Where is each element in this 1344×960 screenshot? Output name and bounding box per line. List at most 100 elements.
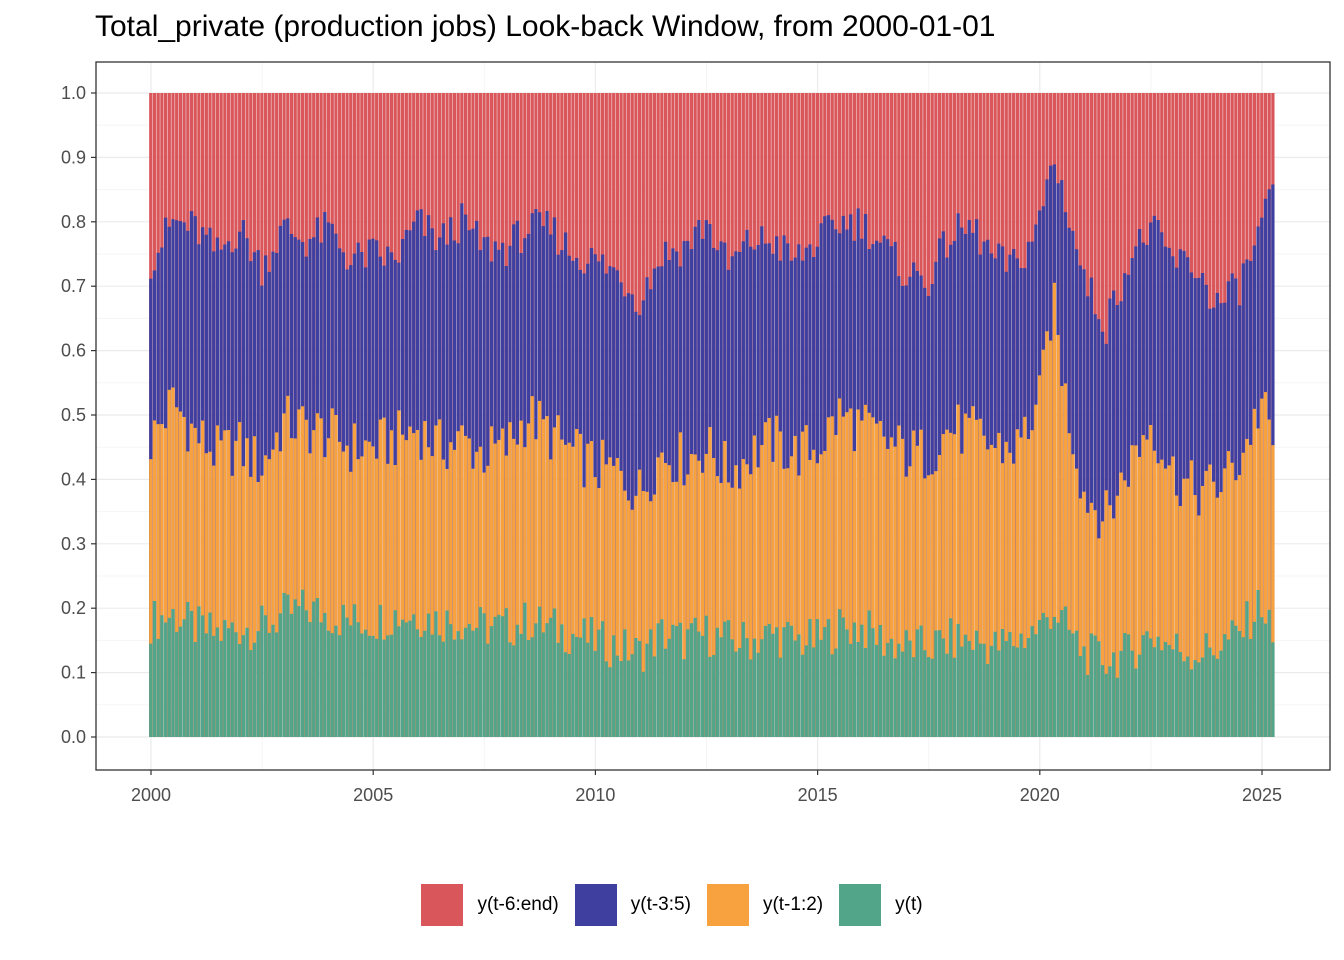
bar-y(t) [993,631,997,737]
bar-y(t-1:2) [249,476,253,737]
bar-y(t-1:2) [693,454,697,737]
bar-y(t-1:2) [341,451,345,737]
bar-y(t-1:2) [226,430,231,737]
bar-y(t) [1015,647,1019,737]
bar-y(t-1:2) [163,428,168,737]
bar-y(t-1:2) [1234,480,1238,737]
bar-y(t-1:2) [515,444,520,737]
bar-y(t) [1141,635,1145,737]
x-tick-label: 2025 [1242,785,1282,805]
bar-y(t-1:2) [367,441,371,737]
bar-y(t) [545,623,549,737]
bar-y(t-1:2) [497,439,501,737]
bar-y(t) [800,654,805,737]
bar-y(t-1:2) [275,432,279,737]
bar-y(t-1:2) [949,432,953,737]
bar-y(t-1:2) [267,459,271,737]
bar-y(t) [197,606,201,737]
bar-y(t-1:2) [334,414,338,737]
bar-y(t-1:2) [812,449,816,737]
bar-y(t-1:2) [223,430,227,737]
bar-y(t-1:2) [1041,349,1045,737]
bar-y(t) [304,610,308,737]
bar-y(t) [412,614,416,737]
bar-y(t) [167,617,171,737]
bar-y(t-1:2) [500,428,505,737]
bar-y(t) [1197,662,1201,737]
bar-y(t) [1212,655,1216,737]
bar-y(t) [1171,649,1175,737]
bar-y(t-1:2) [886,448,890,737]
bar-y(t-1:2) [449,442,453,737]
bar-y(t) [1119,650,1123,737]
bar-y(t-1:2) [919,429,923,737]
bar-y(t) [389,634,394,737]
bar-y(t-1:2) [904,476,908,737]
bar-y(t-1:2) [712,458,716,737]
bar-y(t-1:2) [1026,439,1031,737]
bar-y(t-1:2) [460,425,464,737]
bar-y(t-1:2) [363,440,368,737]
legend-label: y(t-3:5) [630,894,691,915]
bar-y(t-1:2) [926,475,931,737]
bar-y(t) [760,639,764,737]
bar-y(t) [582,618,586,737]
bar-y(t) [675,626,679,737]
bar-y(t-1:2) [619,470,623,737]
bar-y(t) [1137,654,1142,737]
bar-y(t-1:2) [486,465,490,737]
bar-y(t) [1256,590,1260,737]
bar-y(t) [160,615,164,737]
bar-y(t) [812,647,816,737]
bar-y(t) [408,620,412,737]
bar-y(t-3:5) [1178,249,1182,737]
bar-y(t) [486,643,490,737]
bar-y(t-1:2) [304,419,308,737]
bar-y(t-1:2) [493,443,497,737]
bar-y(t-1:2) [1237,475,1242,737]
bar-y(t-1:2) [278,451,283,737]
bar-y(t) [600,621,605,737]
bar-y(t) [363,629,368,737]
bar-y(t) [808,619,812,737]
bar-y(t) [797,634,801,737]
bar-y(t-1:2) [1171,456,1175,737]
bar-y(t-1:2) [715,476,720,737]
bar-y(t) [482,613,486,737]
bar-y(t) [330,633,334,737]
bar-y(t) [1100,665,1105,737]
bar-y(t) [1082,646,1086,737]
bar-y(t-1:2) [837,398,842,737]
bar-y(t-1:2) [945,429,949,737]
bar-y(t-1:2) [538,400,542,737]
bar-y(t-1:2) [1267,419,1271,737]
bar-y(t) [1097,641,1101,737]
bar-y(t-1:2) [1223,468,1227,737]
bar-y(t-1:2) [467,438,471,737]
bar-y(t) [1052,616,1057,737]
bar-y(t) [667,638,671,737]
bar-y(t-1:2) [545,416,549,737]
bar-y(t) [219,640,223,737]
bar-y(t) [793,640,797,737]
bar-y(t-1:2) [1056,334,1060,737]
bar-y(t-1:2) [156,424,160,737]
bar-y(t-1:2) [819,454,823,737]
bar-y(t-1:2) [882,436,886,737]
bar-y(t-1:2) [826,417,831,737]
bar-y(t) [300,589,305,737]
bar-y(t) [1152,647,1157,737]
bar-y(t-1:2) [1049,340,1053,737]
bar-y(t-1:2) [1067,433,1071,737]
bar-y(t) [1234,625,1238,737]
bar-y(t-1:2) [204,453,208,737]
bar-y(t-1:2) [841,416,845,737]
x-tick-label: 2020 [1020,785,1060,805]
bar-y(t) [1241,637,1245,737]
bar-y(t) [234,632,238,737]
bar-y(t) [930,658,934,737]
bar-y(t) [752,638,757,737]
y-tick-label: 0.8 [61,212,86,232]
bar-y(t-1:2) [1167,465,1171,737]
bar-y(t) [497,614,501,737]
